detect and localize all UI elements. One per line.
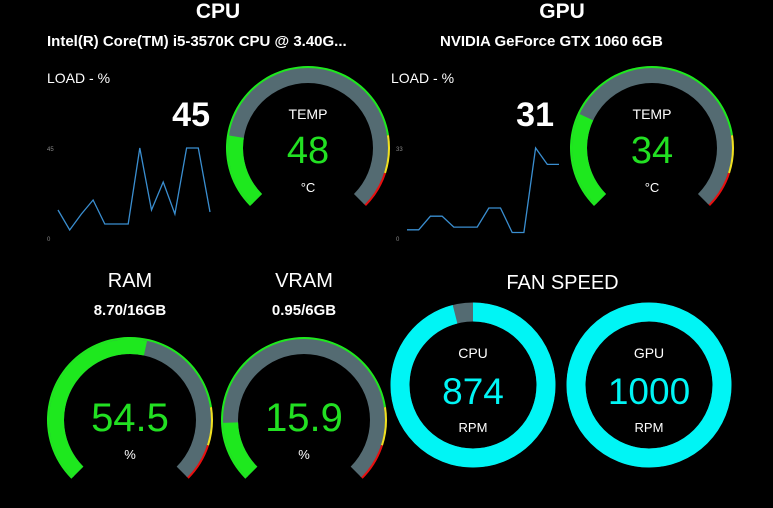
cpu-load-value: 45 [172, 96, 210, 134]
gauge-value-arc [572, 113, 607, 205]
cpu-fan-gauge: CPU 874 RPM [390, 302, 556, 468]
cpu-temp-value: 48 [287, 130, 329, 172]
gpu-axis-top: 33 [396, 147, 403, 153]
gpu-fan-unit: RPM [635, 420, 664, 435]
ram-usage: 8.70/16GB [93, 302, 167, 319]
ram-gauge: 54.5 % [47, 337, 213, 479]
cpu-axis-bottom: 0 [47, 237, 51, 243]
gpu-load-sparkline: 33 0 [396, 146, 559, 243]
vram-unit: % [298, 447, 310, 462]
cpu-fan-value: 874 [442, 371, 504, 412]
gauge-value-arc [49, 339, 148, 478]
cpu-axis-top: 45 [47, 147, 54, 153]
gpu-fan-label: GPU [634, 345, 664, 361]
gpu-load-label: LOAD - % [391, 70, 455, 86]
cpu-load-label: LOAD - % [47, 70, 111, 86]
vram-value: 15.9 [265, 396, 343, 440]
cpu-title: CPU [195, 0, 241, 23]
vram-gauge: 15.9 % [221, 337, 387, 479]
gpu-load-value: 31 [516, 96, 554, 134]
ram-unit: % [124, 447, 136, 462]
gauge-value-arc [228, 135, 263, 205]
gauge-value-arc [223, 422, 258, 478]
gpu-temp-label: TEMP [633, 106, 672, 122]
cpu-temp-gauge: TEMP 48 °C [225, 65, 390, 206]
cpu-fan-unit: RPM [459, 420, 488, 435]
cpu-load-line [57, 147, 211, 232]
cpu-fan-ring [390, 302, 556, 468]
vram-title: VRAM [275, 270, 333, 292]
ram-value: 54.5 [91, 396, 169, 440]
ram-title: RAM [107, 270, 153, 292]
gpu-temp-gauge: TEMP 34 °C [570, 65, 734, 206]
cpu-name: Intel(R) Core(TM) i5-3570K CPU @ 3.40G..… [47, 33, 347, 50]
gpu-fan-gauge: GPU 1000 RPM [566, 302, 732, 468]
cpu-temp-label: TEMP [289, 106, 328, 122]
gpu-title: GPU [539, 0, 585, 23]
gpu-axis-bottom: 0 [396, 237, 400, 243]
gpu-fan-value: 1000 [608, 371, 690, 412]
gpu-fan-ring [566, 302, 732, 468]
gpu-temp-value: 34 [631, 130, 673, 172]
vram-usage: 0.95/6GB [271, 302, 337, 319]
gpu-name: NVIDIA GeForce GTX 1060 6GB [440, 33, 663, 50]
cpu-load-sparkline: 45 0 [47, 147, 211, 243]
cpu-fan-label: CPU [458, 345, 488, 361]
gpu-temp-unit: °C [645, 180, 660, 195]
cpu-temp-unit: °C [301, 180, 316, 195]
gpu-load-line [407, 146, 559, 234]
fan-title: FAN SPEED [506, 272, 619, 294]
